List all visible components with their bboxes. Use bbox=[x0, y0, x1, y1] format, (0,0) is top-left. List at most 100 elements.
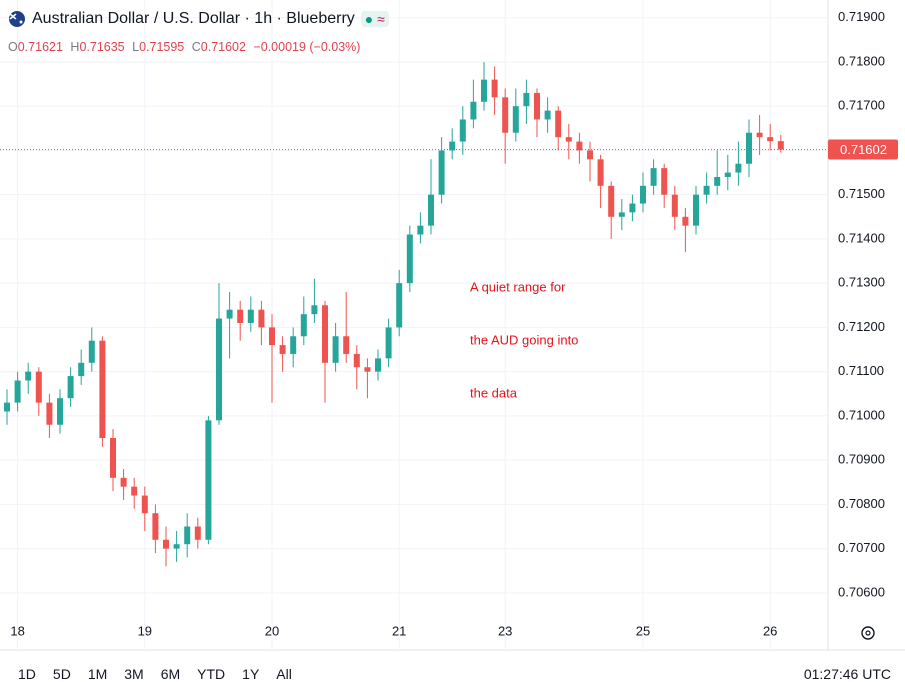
candle-body bbox=[491, 79, 498, 98]
candle-body bbox=[163, 539, 169, 549]
grid bbox=[0, 0, 828, 650]
status-icon[interactable]: ● ≈ bbox=[360, 11, 389, 27]
candle-body bbox=[671, 194, 678, 217]
symbol-title: Australian Dollar / U.S. Dollar · 1h · B… bbox=[32, 10, 355, 27]
candle-body bbox=[767, 137, 774, 142]
candle-body bbox=[35, 371, 42, 403]
candle-body bbox=[364, 367, 371, 372]
y-tick-label: 0.70900 bbox=[838, 452, 885, 467]
candle-body bbox=[555, 110, 562, 138]
candle-body bbox=[481, 79, 487, 102]
candle-body bbox=[14, 380, 21, 403]
candle-body bbox=[57, 398, 63, 425]
candle-body bbox=[205, 420, 212, 540]
candle-body bbox=[661, 168, 668, 195]
candle-body bbox=[237, 309, 244, 323]
candle-body bbox=[4, 402, 10, 412]
range-button[interactable]: YTD bbox=[197, 666, 226, 682]
x-tick-label: 21 bbox=[392, 623, 406, 638]
candle-body bbox=[565, 137, 572, 142]
candle-body bbox=[258, 309, 265, 328]
candle-body bbox=[417, 225, 424, 235]
candle-body bbox=[25, 371, 32, 381]
candle-body bbox=[375, 358, 381, 372]
candle-body bbox=[184, 526, 191, 545]
candle-body bbox=[502, 97, 509, 133]
range-button[interactable]: 3M bbox=[124, 666, 144, 682]
candle-body bbox=[618, 212, 625, 217]
candle-body bbox=[459, 119, 466, 142]
range-button[interactable]: All bbox=[276, 666, 292, 682]
candle-body bbox=[587, 150, 593, 160]
candle-body bbox=[131, 486, 138, 496]
candle-body bbox=[693, 194, 699, 226]
range-button[interactable]: 1M bbox=[87, 666, 108, 682]
candle-body bbox=[152, 513, 159, 540]
candle-body bbox=[714, 176, 721, 186]
last-price-tag bbox=[828, 139, 898, 160]
candle-body bbox=[353, 353, 360, 368]
candle-body bbox=[523, 92, 530, 107]
candle-body bbox=[735, 163, 742, 173]
header: Australian Dollar / U.S. Dollar · 1h · B… bbox=[8, 10, 389, 28]
y-tick-label: 0.70700 bbox=[838, 540, 885, 555]
y-tick-label: 0.71900 bbox=[838, 9, 885, 24]
y-tick-label: 0.71500 bbox=[838, 186, 885, 201]
y-tick-label: 0.70800 bbox=[838, 496, 885, 511]
candle-body bbox=[438, 150, 445, 195]
candle-body bbox=[724, 172, 731, 177]
range-button[interactable]: 1Y bbox=[242, 666, 260, 682]
candle-body bbox=[597, 159, 604, 186]
candle-body bbox=[311, 305, 318, 315]
settings-icon[interactable] bbox=[861, 626, 875, 640]
candle-body bbox=[746, 132, 752, 164]
candle-body bbox=[173, 544, 180, 549]
range-button[interactable]: 6M bbox=[160, 666, 181, 682]
annotation: the AUD going into bbox=[470, 332, 578, 347]
candle-body bbox=[67, 376, 74, 399]
candle-body bbox=[322, 305, 328, 363]
ohlc-label: O bbox=[8, 40, 18, 54]
ohlc-value: 0.71602 bbox=[200, 40, 246, 54]
candle-body bbox=[279, 345, 286, 354]
candle-body bbox=[406, 234, 413, 284]
ohlc-value: 0.71635 bbox=[79, 40, 125, 54]
candle-body bbox=[78, 362, 85, 377]
range-button[interactable]: 1D bbox=[18, 666, 36, 682]
candle-body bbox=[756, 132, 763, 138]
candle-body bbox=[247, 309, 254, 323]
candle-body bbox=[608, 185, 615, 217]
ohlc-label: C bbox=[191, 40, 201, 54]
range-button[interactable]: 5D bbox=[52, 666, 71, 682]
candle-body bbox=[703, 185, 710, 195]
x-tick-label: 23 bbox=[498, 623, 512, 638]
x-tick-label: 26 bbox=[763, 623, 777, 638]
clock: 01:27:46 UTC bbox=[803, 666, 891, 682]
last-price-label: 0.71602 bbox=[840, 142, 887, 157]
candle-body bbox=[396, 283, 403, 328]
candle-body bbox=[226, 309, 233, 319]
ohlc-row: O0.71621 H0.71635 L0.71595 C0.71602 −0.0… bbox=[8, 40, 364, 54]
candle-body bbox=[141, 495, 148, 514]
x-tick-label: 20 bbox=[265, 623, 279, 638]
candle-body bbox=[544, 110, 551, 120]
candle-body bbox=[290, 336, 297, 354]
candle-body bbox=[682, 216, 689, 226]
candle-body bbox=[470, 101, 477, 120]
candle-body bbox=[110, 438, 116, 478]
candle-body bbox=[120, 477, 127, 487]
change: −0.00019 (−0.03%) bbox=[253, 40, 361, 54]
candle-body bbox=[88, 340, 95, 363]
candle-body bbox=[332, 336, 339, 363]
candle-body bbox=[534, 92, 540, 120]
x-tick-label: 25 bbox=[636, 623, 650, 638]
y-tick-label: 0.71800 bbox=[838, 53, 885, 68]
candle-body bbox=[428, 194, 434, 226]
candle-body bbox=[216, 318, 222, 421]
candle-body bbox=[576, 141, 583, 151]
candle-body bbox=[99, 340, 106, 439]
flag-icon bbox=[9, 11, 25, 27]
y-tick-label: 0.71000 bbox=[838, 407, 885, 422]
